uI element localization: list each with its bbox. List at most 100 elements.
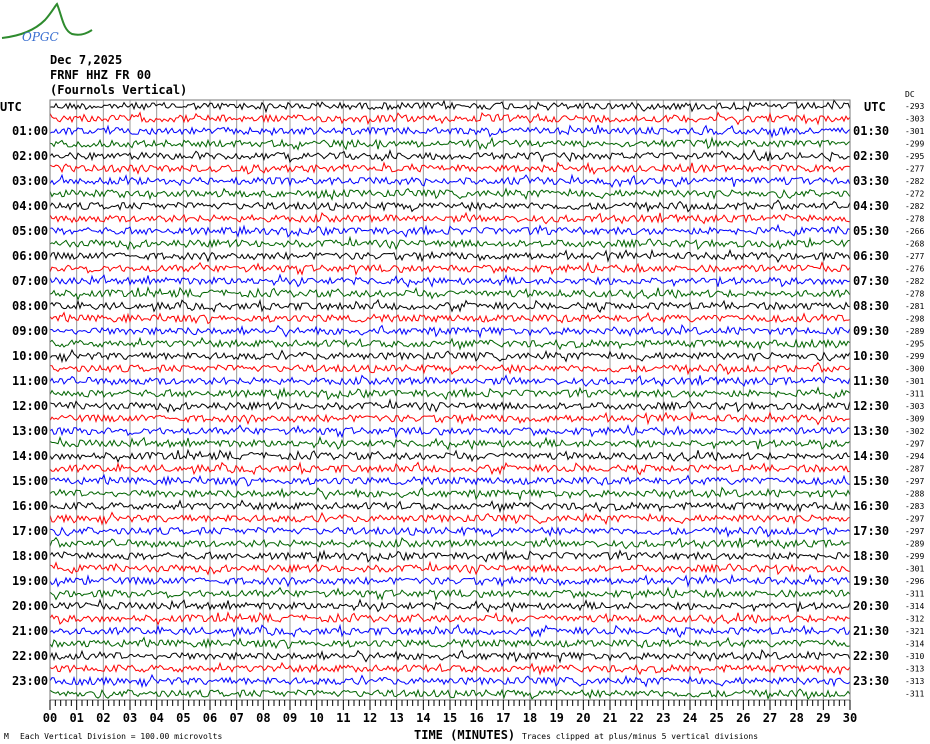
trace-row-0 bbox=[49, 98, 851, 114]
x-tick-label: 07 bbox=[229, 711, 243, 725]
right-hour-label: 16:30 bbox=[853, 499, 889, 513]
x-tick-label: 08 bbox=[256, 711, 270, 725]
dc-offset: -309 bbox=[905, 415, 924, 424]
dc-offset: -313 bbox=[905, 677, 924, 686]
trace-row-2 bbox=[49, 124, 851, 139]
trace-row-26 bbox=[49, 423, 851, 439]
dc-offset: -314 bbox=[905, 602, 924, 611]
dc-offset: -311 bbox=[905, 690, 924, 699]
x-tick-label: 06 bbox=[203, 711, 217, 725]
header-station: FRNF HHZ FR 00 bbox=[50, 68, 152, 82]
trace-row-47 bbox=[49, 688, 851, 701]
dc-offset: -294 bbox=[905, 452, 924, 461]
right-hour-label: 20:30 bbox=[853, 599, 889, 613]
dc-offset: -299 bbox=[905, 352, 924, 361]
trace-row-6 bbox=[49, 173, 851, 189]
trace-row-20 bbox=[49, 348, 851, 364]
left-hour-label: 19:00 bbox=[12, 574, 48, 588]
right-hour-label: 09:30 bbox=[853, 324, 889, 338]
dc-offset: -310 bbox=[905, 652, 924, 661]
left-hour-label: 05:00 bbox=[12, 224, 48, 238]
x-tick-label: 17 bbox=[496, 711, 510, 725]
x-tick-label: 05 bbox=[176, 711, 190, 725]
trace-row-3 bbox=[49, 136, 851, 151]
right-hour-label: 22:30 bbox=[853, 649, 889, 663]
left-hour-label: 23:00 bbox=[12, 674, 48, 688]
trace-row-38 bbox=[49, 573, 851, 588]
left-hour-label: 17:00 bbox=[12, 524, 48, 538]
left-hour-label: 09:00 bbox=[12, 324, 48, 338]
x-tick-label: 18 bbox=[523, 711, 537, 725]
x-tick-label: 09 bbox=[283, 711, 297, 725]
left-hour-label: 04:00 bbox=[12, 199, 48, 213]
header-location: (Fournols Vertical) bbox=[50, 83, 188, 97]
trace-row-29 bbox=[49, 461, 851, 476]
traces bbox=[49, 98, 851, 701]
trace-row-46 bbox=[49, 673, 851, 689]
dc-offset: -277 bbox=[905, 165, 924, 174]
right-hour-label: 03:30 bbox=[853, 174, 889, 188]
left-hour-label: 13:00 bbox=[12, 424, 48, 438]
trace-row-16 bbox=[49, 298, 851, 313]
right-hour-label: 07:30 bbox=[853, 274, 889, 288]
trace-row-45 bbox=[49, 661, 851, 676]
left-hour-label: 14:00 bbox=[12, 449, 48, 463]
right-hour-label: 01:30 bbox=[853, 124, 889, 138]
header-date: Dec 7,2025 bbox=[50, 53, 123, 67]
trace-row-8 bbox=[49, 199, 851, 213]
dc-offset: -272 bbox=[905, 190, 924, 199]
x-tick-label: 01 bbox=[69, 711, 83, 725]
grid-lines bbox=[76, 100, 824, 700]
right-hour-label: 04:30 bbox=[853, 199, 889, 213]
dc-offset: -289 bbox=[905, 327, 924, 336]
left-hour-label: 20:00 bbox=[12, 599, 48, 613]
x-tick-label: 03 bbox=[123, 711, 137, 725]
dc-offset: -296 bbox=[905, 577, 924, 586]
left-hour-label: 12:00 bbox=[12, 399, 48, 413]
right-hour-label: 11:30 bbox=[853, 374, 889, 388]
dc-offset: -297 bbox=[905, 527, 924, 536]
trace-row-9 bbox=[49, 211, 851, 225]
trace-row-39 bbox=[49, 586, 851, 601]
trace-row-24 bbox=[49, 398, 851, 414]
x-tick-label: 20 bbox=[576, 711, 590, 725]
trace-row-19 bbox=[49, 336, 851, 351]
trace-row-42 bbox=[49, 623, 851, 638]
left-hour-label: 02:00 bbox=[12, 149, 48, 163]
x-tick-label: 04 bbox=[149, 711, 163, 725]
dc-offset: -276 bbox=[905, 265, 924, 274]
trace-row-37 bbox=[49, 560, 851, 576]
trace-row-44 bbox=[49, 649, 851, 664]
logo-text: OPGC bbox=[22, 30, 59, 44]
dc-offset: -297 bbox=[905, 515, 924, 524]
dc-offset: -282 bbox=[905, 277, 924, 286]
x-tick-label: 24 bbox=[683, 711, 697, 725]
x-tick-label: 10 bbox=[309, 711, 323, 725]
left-utc-label: UTC bbox=[0, 100, 22, 114]
dc-offset: -278 bbox=[905, 215, 924, 224]
x-tick-label: 11 bbox=[336, 711, 350, 725]
trace-row-40 bbox=[49, 598, 851, 614]
dc-offset: -283 bbox=[905, 502, 924, 511]
x-tick-label: 21 bbox=[603, 711, 617, 725]
trace-row-36 bbox=[49, 549, 851, 563]
dc-offset: -295 bbox=[905, 152, 924, 161]
right-hour-label: 02:30 bbox=[853, 149, 889, 163]
dc-offset: -293 bbox=[905, 102, 924, 111]
trace-row-31 bbox=[49, 486, 851, 502]
dc-offset: -278 bbox=[905, 290, 924, 299]
right-utc-label: UTC bbox=[864, 100, 886, 114]
dc-offset: -299 bbox=[905, 140, 924, 149]
x-tick-label: 15 bbox=[443, 711, 457, 725]
trace-row-30 bbox=[49, 473, 851, 487]
x-tick-label: 02 bbox=[96, 711, 110, 725]
clip-note: Traces clipped at plus/minus 5 vertical … bbox=[522, 732, 758, 741]
dc-offset: -311 bbox=[905, 590, 924, 599]
dc-offset: -321 bbox=[905, 627, 924, 636]
trace-row-13 bbox=[49, 261, 851, 276]
trace-row-4 bbox=[49, 149, 851, 164]
x-tick-label: 22 bbox=[629, 711, 643, 725]
dc-offset: -282 bbox=[905, 177, 924, 186]
right-hour-label: 08:30 bbox=[853, 299, 889, 313]
